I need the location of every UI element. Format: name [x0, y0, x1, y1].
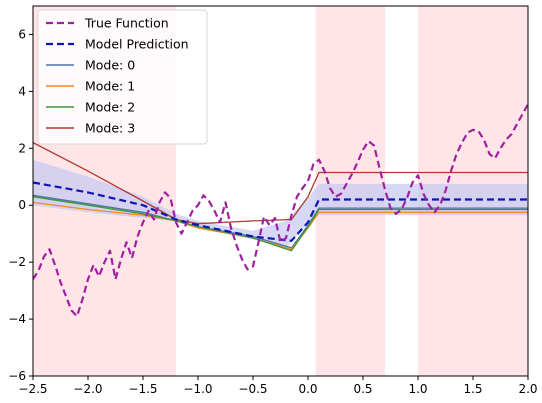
series-line-model-prediction: [33, 181, 528, 242]
y-tick-label: 6: [18, 27, 26, 41]
y-axis-ticks: −6 −4 −2 0 2 4 6: [8, 27, 33, 383]
legend-label: Mode: 2: [85, 100, 135, 115]
y-tick-label: −4: [8, 312, 26, 326]
legend-label: True Function: [84, 16, 169, 31]
series-line-mode-0: [33, 194, 528, 249]
y-tick-label: 2: [18, 141, 26, 155]
x-tick-label: −1.5: [128, 382, 157, 396]
x-tick-label: −1.0: [183, 382, 212, 396]
y-tick-label: 4: [18, 84, 26, 98]
y-tick-label: 0: [18, 198, 26, 212]
x-tick-label: 0.0: [298, 382, 317, 396]
legend-label: Model Prediction: [85, 37, 189, 52]
legend-label: Mode: 3: [85, 121, 135, 136]
x-axis-ticks: −2.5 −2.0 −1.5 −1.0 −0.5 0.0 0.5 1.0 1.5 2.0: [18, 376, 538, 396]
legend-label: Mode: 0: [85, 58, 135, 73]
x-tick-label: −0.5: [238, 382, 267, 396]
x-tick-label: 0.5: [353, 382, 372, 396]
x-tick-label: −2.5: [18, 382, 47, 396]
series-line-true-function: [33, 103, 528, 318]
series-layer: [33, 103, 528, 318]
x-tick-label: −2.0: [73, 382, 102, 396]
legend: True Function Model Prediction Mode: 0 Mode…: [37, 9, 208, 145]
y-tick-label: −2: [8, 255, 26, 269]
x-tick-label: 1.0: [408, 382, 427, 396]
x-tick-label: 1.5: [463, 382, 482, 396]
series-line-mode-2: [33, 196, 528, 252]
x-tick-label: 2.0: [518, 382, 537, 396]
legend-box: [37, 9, 208, 145]
legend-label: Mode: 1: [85, 79, 135, 94]
plot-frame: [32, 5, 529, 377]
y-tick-label: −6: [8, 369, 26, 383]
series-line-mode-1: [33, 201, 528, 250]
